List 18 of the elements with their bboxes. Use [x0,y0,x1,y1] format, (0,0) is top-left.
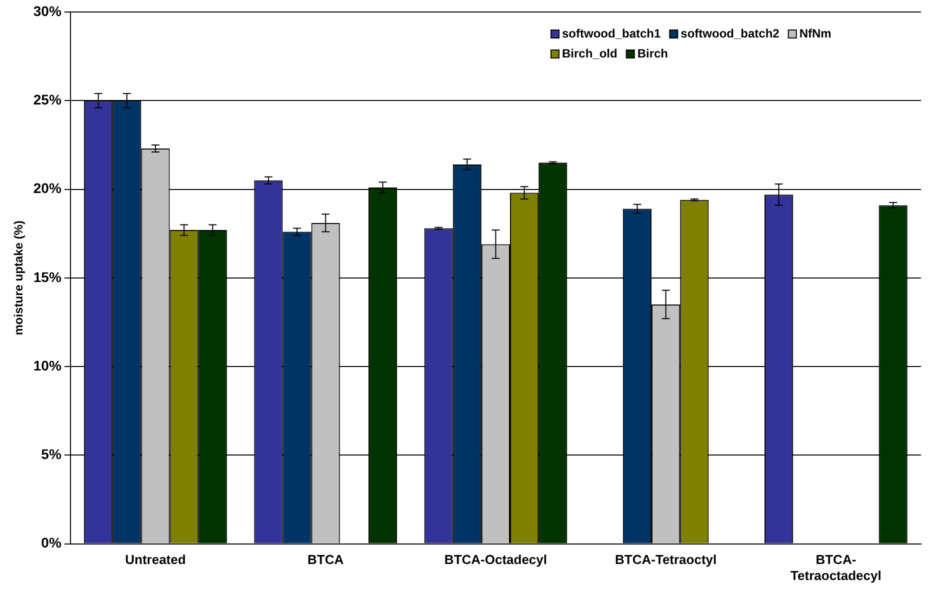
x-tick-label: BTCA-Octadecyl [444,552,547,568]
y-tick-label: 25% [33,91,62,108]
x-tick-label: BTCA-Tetraoctadecyl [790,552,882,583]
y-axis-title: moisture uptake (%) [12,220,26,336]
y-tick-label: 30% [33,2,62,19]
legend-label: Birch_old [562,46,618,60]
legend-label: softwood_batch2 [680,26,780,40]
y-tick-label: 0% [41,534,62,551]
y-tick-label: 10% [33,357,62,374]
y-tick-label: 20% [33,180,62,196]
legend-label: NfNm [799,26,832,40]
x-tick-label: Untreated [125,552,186,568]
x-tick-label: BTCA-Tetraoctyl [615,552,717,568]
legend-label: softwood_batch1 [562,26,661,40]
y-tick-label: 5% [41,446,62,462]
x-tick-label: BTCA [308,552,344,568]
legend-label: Birch [637,46,668,60]
y-tick-label: 15% [33,268,62,285]
